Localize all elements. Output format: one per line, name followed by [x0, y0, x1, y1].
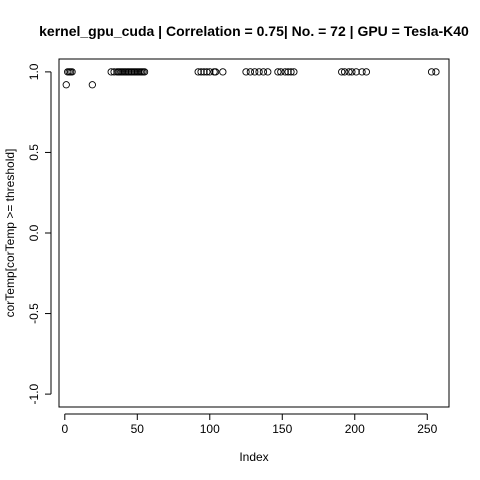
- x-axis: 0 50 100 150 200 250: [61, 413, 438, 436]
- data-point: [255, 68, 263, 76]
- data-point: [432, 68, 440, 76]
- data-point: [264, 68, 272, 76]
- data-point: [88, 81, 96, 89]
- data-point: [210, 68, 218, 76]
- x-tick-label: 250: [417, 422, 437, 436]
- data-point: [284, 68, 292, 76]
- data-point: [206, 68, 214, 76]
- data-point: [287, 68, 295, 76]
- data-point: [246, 68, 255, 76]
- chart-title: kernel_gpu_cuda | Correlation = 0.75| No…: [39, 23, 469, 39]
- data-point: [259, 68, 268, 76]
- x-axis-label: Index: [239, 450, 268, 464]
- data-points: [62, 68, 440, 89]
- x-tick-label: 200: [345, 422, 365, 436]
- data-point: [197, 68, 205, 76]
- data-point: [211, 68, 220, 76]
- data-point: [274, 68, 282, 76]
- data-point: [290, 68, 298, 76]
- data-point: [281, 68, 289, 76]
- y-tick-label: 0.0: [27, 224, 41, 241]
- x-tick-label: 50: [131, 422, 145, 436]
- data-point: [277, 68, 285, 76]
- data-point: [338, 68, 346, 76]
- data-point: [362, 68, 371, 76]
- data-point: [110, 68, 118, 76]
- data-point: [200, 68, 208, 76]
- data-point: [348, 68, 356, 76]
- data-point: [68, 68, 76, 76]
- x-tick-label: 100: [200, 422, 220, 436]
- data-point: [194, 68, 202, 76]
- y-axis-label: corTemp[corTemp >= threshold]: [3, 149, 17, 318]
- data-point: [219, 68, 227, 76]
- data-point: [251, 68, 259, 76]
- data-point: [203, 68, 211, 76]
- data-point: [345, 68, 353, 76]
- y-tick-label: 1.0: [27, 63, 41, 80]
- x-tick-label: 150: [272, 422, 292, 436]
- x-tick-label: 0: [61, 422, 68, 436]
- y-axis: -1.0 -0.5 0.0 0.5 1.0: [27, 63, 52, 404]
- data-point: [427, 68, 436, 76]
- data-point: [340, 68, 349, 76]
- data-point: [107, 68, 115, 76]
- y-tick-label: -1.0: [27, 383, 41, 404]
- y-tick-label: 0.5: [27, 144, 41, 161]
- data-point: [140, 68, 149, 76]
- plot-frame: [58, 58, 450, 408]
- data-point: [242, 68, 250, 76]
- data-point: [358, 68, 366, 76]
- data-point: [352, 68, 360, 76]
- y-tick-label: -0.5: [27, 303, 41, 324]
- data-point: [62, 81, 70, 89]
